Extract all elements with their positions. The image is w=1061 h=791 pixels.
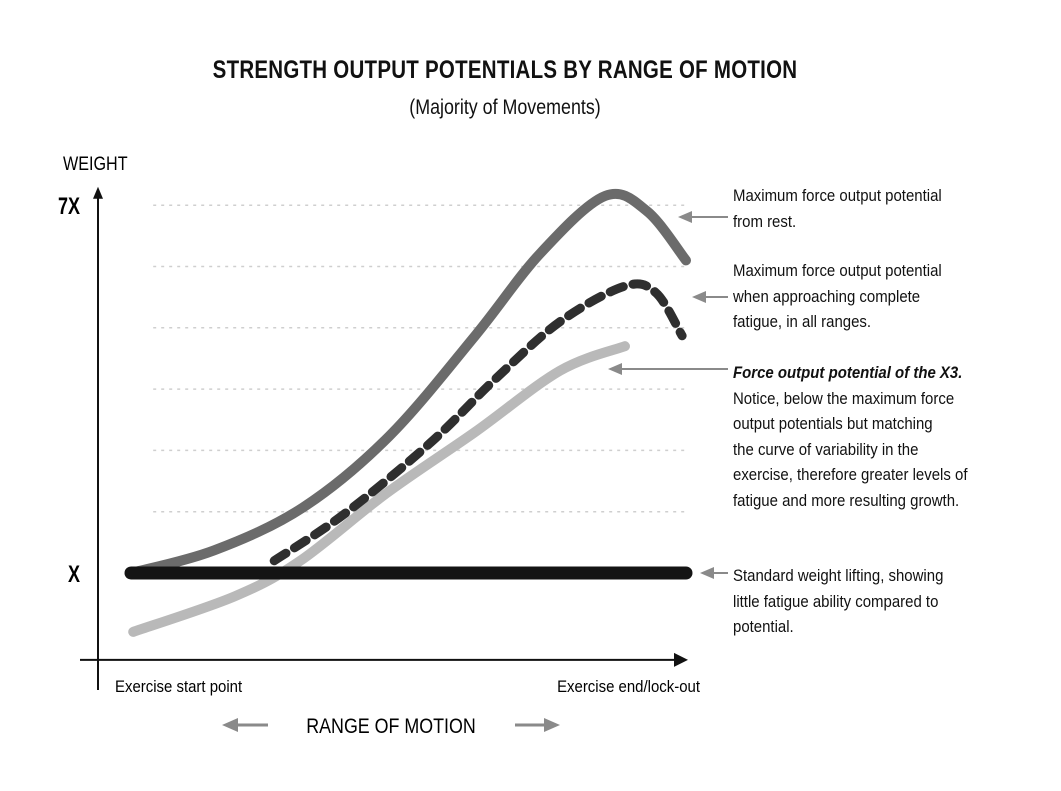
annotation-line: the curve of variability in the (733, 439, 919, 459)
annotation-emphasis: Force output potential of the X3. (733, 363, 963, 382)
annotation-line: Standard weight lifting, showing (733, 566, 944, 585)
chart-title: STRENGTH OUTPUT POTENTIALS BY RANGE OF M… (212, 56, 798, 84)
x-axis-label: RANGE OF MOTION (306, 715, 475, 739)
annotation-line: Maximum force output potential (733, 261, 942, 280)
y-axis-label: WEIGHT (63, 153, 128, 175)
x-axis-arrow-icon (674, 652, 688, 667)
y-tick-label: 7X (58, 194, 80, 220)
x-tick-label: Exercise start point (115, 678, 243, 696)
annotation-line: exercise, therefore greater levels of (733, 465, 968, 484)
series-line-max-rest (126, 188, 691, 578)
arrow-left-icon (692, 291, 706, 303)
annotation-line: little fatigue ability compared to (733, 591, 939, 611)
y-tick-label: X (68, 562, 80, 588)
arrow-left-icon (700, 567, 714, 579)
annotation-line: when approaching complete (733, 286, 921, 306)
x-tick-label: Exercise end/lock-out (557, 678, 700, 696)
annotation-line: Notice, below the maximum force (733, 388, 955, 408)
annotation-line: Maximum force output potential (733, 186, 942, 205)
annotation-line: output potentials but matching (733, 414, 933, 433)
annotation-standard: Standard weight lifting, showing little … (733, 563, 997, 640)
annotation-x3: Force output potential of the X3. Notice… (733, 360, 997, 513)
annotation-max-fatigue: Maximum force output potential when appr… (733, 258, 997, 335)
chart-subtitle: (Majority of Movements) (409, 96, 601, 119)
annotation-line: fatigue, in all ranges. (733, 312, 872, 331)
y-axis-arrow-icon (93, 186, 103, 199)
arrow-left-icon (678, 211, 692, 223)
series-line-x3 (128, 341, 630, 637)
series-line-max-fatigue (269, 279, 687, 566)
arrow-left-icon (222, 718, 238, 732)
arrow-right-icon (544, 718, 560, 732)
annotation-line: fatigue and more resulting growth. (733, 490, 960, 510)
annotation-line: potential. (733, 617, 794, 636)
arrow-left-icon (608, 363, 622, 375)
annotation-max-rest: Maximum force output potential from rest… (733, 183, 997, 234)
annotation-line: from rest. (733, 211, 797, 231)
